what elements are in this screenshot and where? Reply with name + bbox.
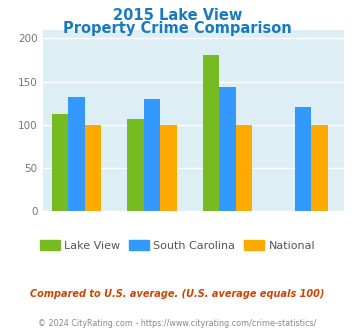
Bar <box>202 55 219 211</box>
Bar <box>68 97 85 211</box>
Bar <box>52 114 68 211</box>
Bar <box>236 125 252 211</box>
Text: © 2024 CityRating.com - https://www.cityrating.com/crime-statistics/: © 2024 CityRating.com - https://www.city… <box>38 319 317 328</box>
Bar <box>311 125 328 211</box>
Bar <box>127 119 144 211</box>
Bar <box>295 108 311 211</box>
Legend: Lake View, South Carolina, National: Lake View, South Carolina, National <box>35 235 320 255</box>
Text: Property Crime Comparison: Property Crime Comparison <box>63 21 292 36</box>
Bar <box>219 87 236 211</box>
Text: 2015 Lake View: 2015 Lake View <box>113 8 242 23</box>
Text: Compared to U.S. average. (U.S. average equals 100): Compared to U.S. average. (U.S. average … <box>30 289 325 299</box>
Bar <box>144 99 160 211</box>
Bar <box>85 125 102 211</box>
Bar <box>160 125 177 211</box>
